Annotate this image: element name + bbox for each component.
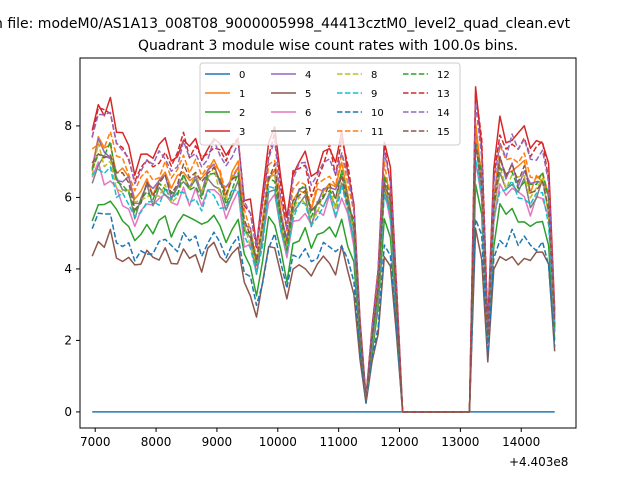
legend-label-12: 12 [437,70,450,81]
legend-label-8: 8 [371,70,377,81]
legend-label-1: 1 [239,89,245,100]
y-tick-label: 0 [64,405,72,419]
series-line-8 [91,142,556,413]
y-tick-label: 8 [64,119,72,133]
y-tick-label: 2 [64,333,72,347]
x-tick-label: 9000 [202,435,233,449]
legend-label-11: 11 [371,127,384,138]
legend-label-13: 13 [437,89,450,100]
x-tick-label: 8000 [141,435,172,449]
legend-box [199,62,461,146]
x-tick-label: 14000 [502,435,540,449]
x-tick-label: 7000 [80,435,111,449]
legend-label-0: 0 [239,70,245,81]
series-line-14 [91,102,556,413]
legend-label-15: 15 [437,127,450,138]
legend-label-10: 10 [371,108,384,119]
legend-label-9: 9 [371,89,377,100]
legend-label-5: 5 [305,89,311,100]
x-tick-label: 13000 [441,435,479,449]
legend-label-4: 4 [305,70,311,81]
plot-area [91,86,556,413]
x-tick-label: 10000 [259,435,297,449]
x-axis-ticks: 7000 8000 9000 10000 11000 12000 13000 14000 [80,428,540,449]
x-axis-offset-label: +4.403e8 [509,455,568,469]
legend-label-7: 7 [305,127,311,138]
y-tick-label: 4 [64,262,72,276]
plot-frame [79,57,577,429]
legend-label-14: 14 [437,108,450,119]
legend-label-3: 3 [239,127,245,138]
x-tick-label: 12000 [380,435,418,449]
series-line-10 [91,212,556,413]
figure-suptitle: n file: modeM0/AS1A13_008T08_9000005998_… [0,16,571,32]
y-axis-ticks: 0 2 4 6 8 [64,119,80,419]
chart-title: Quadrant 3 module wise count rates with … [138,38,518,54]
series-line-15 [91,144,556,413]
y-tick-label: 6 [64,190,72,204]
x-tick-label: 11000 [320,435,358,449]
legend-label-2: 2 [239,108,245,119]
legend-label-6: 6 [305,108,311,119]
